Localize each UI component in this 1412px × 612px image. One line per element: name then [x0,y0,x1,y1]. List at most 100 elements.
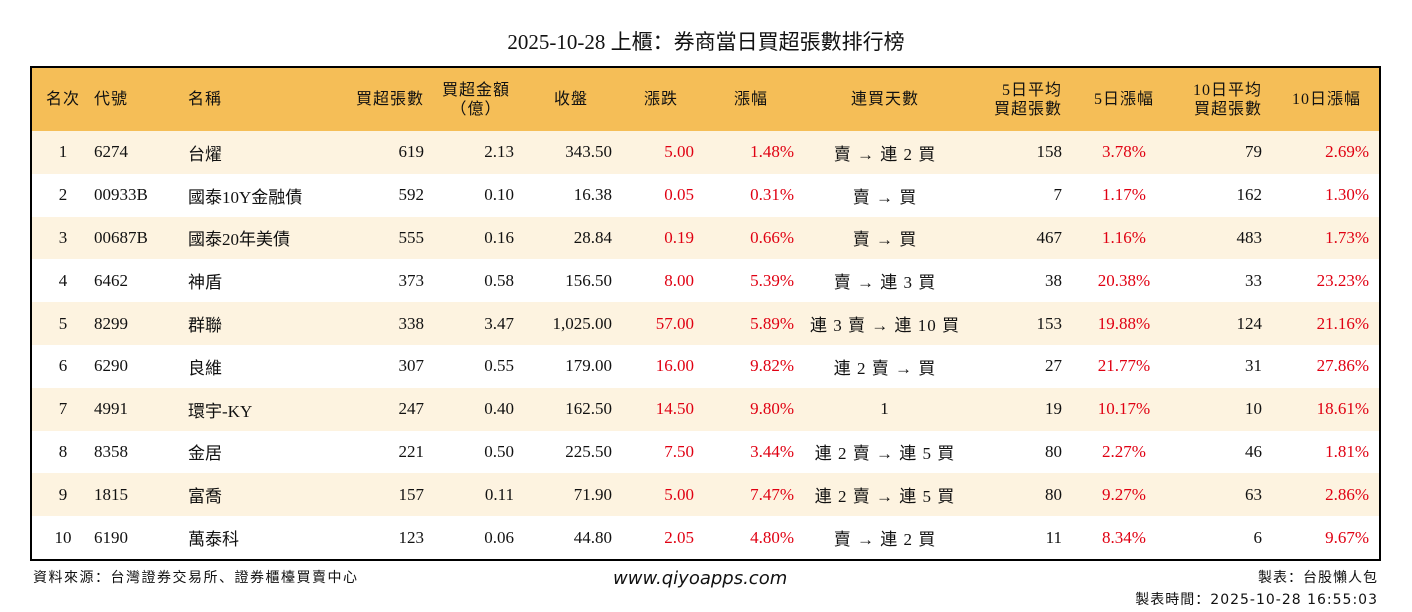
cell-close: 179.00 [565,356,612,376]
cell-code: 1815 [94,484,128,504]
cell-pct5: 3.78% [1102,142,1146,162]
header-avg10: 10日平均 買超張數 [1192,81,1262,118]
cell-avg5: 38 [1045,270,1062,290]
cell-pct10: 9.67% [1325,527,1369,547]
cell-change: 8.00 [664,270,694,290]
cell-code: 4991 [94,399,128,419]
cell-rank: 10 [54,527,72,547]
cell-pct10: 23.23% [1316,270,1369,290]
table-row: 9 1815 富喬 157 0.11 71.90 5.00 7.47% 連 2 賣 → 連 5 … [32,473,1379,517]
cell-code: 6190 [94,527,128,547]
cell-rank: 3 [58,227,68,247]
table-row: 3 00687B 國泰20年美債 555 0.16 28.84 0.19 0.66% 賣 → 買… [32,216,1379,260]
cell-rank: 8 [58,441,68,461]
cell-pct: 5.89% [750,313,794,333]
cell-name: 國泰10Y金融債 [188,187,303,207]
cell-pct: 1.48% [750,142,794,162]
header-amount: 買超金額 （億） [441,81,510,118]
cell-avg5: 467 [1036,227,1063,247]
cell-close: 156.50 [565,270,612,290]
cell-change: 14.50 [655,399,694,419]
cell-avg10: 10 [1245,399,1262,419]
cell-net-buy: 555 [398,227,425,247]
cell-net-buy: 619 [398,142,425,162]
cell-avg5: 27 [1045,356,1062,376]
header-code: 代號 [94,91,129,108]
cell-avg10: 33 [1245,270,1262,290]
cell-name: 富喬 [188,487,222,507]
table-row: 7 4991 環宇-KY 247 0.40 162.50 14.50 9.80% 1 19 10.1… [32,387,1379,431]
cell-avg5: 153 [1036,313,1063,333]
cell-pct: 5.39% [750,270,794,290]
cell-streak: 賣 → 買 [852,187,918,207]
header-avg5: 5日平均 買超張數 [993,81,1062,118]
cell-amount: 2.13 [484,142,514,162]
table-row: 6 6290 良維 307 0.55 179.00 16.00 9.82% 連 2 賣 → 買 2… [32,344,1379,388]
cell-pct5: 1.17% [1102,185,1146,205]
cell-net-buy: 221 [398,441,425,461]
cell-streak: 連 3 賣 → 連 10 買 [810,316,960,336]
header-name: 名稱 [188,91,223,108]
cell-avg5: 80 [1045,484,1062,504]
cell-code: 6290 [94,356,128,376]
cell-avg10: 31 [1245,356,1262,376]
table-row: 1 6274 台燿 619 2.13 343.50 5.00 1.48% 賣 → 連 2 買 15… [32,131,1379,174]
table-row: 2 00933B 國泰10Y金融債 592 0.10 16.38 0.05 0.31% 賣 → … [32,173,1379,217]
cell-amount: 0.11 [484,484,514,504]
cell-amount: 0.16 [484,227,514,247]
cell-close: 28.84 [573,227,612,247]
ranking-table-container: 名次 代號 名稱 買超張數 買超金額 （億） 收盤 漲跌 漲幅 連買天數 5日平均… [30,66,1381,561]
cell-pct5: 21.77% [1097,356,1151,376]
cell-code: 6462 [94,270,128,290]
cell-change: 2.05 [664,527,694,547]
cell-rank: 9 [58,484,68,504]
cell-rank: 6 [58,356,68,376]
cell-code: 00933B [94,185,148,205]
cell-amount: 0.58 [484,270,514,290]
cell-streak: 賣 → 連 2 買 [833,144,937,164]
cell-pct5: 19.88% [1097,313,1151,333]
author: 製表：台股懶人包 [1258,570,1378,586]
cell-amount: 0.06 [484,527,514,547]
website-link[interactable]: www.qiyoapps.com [613,568,788,589]
table-row: 4 6462 神盾 373 0.58 156.50 8.00 5.39% 賣 → 連 3 買 38… [32,259,1379,303]
cell-change: 5.00 [664,484,694,504]
header-pct10: 10日漲幅 [1291,91,1361,108]
cell-streak: 連 2 賣 → 連 5 買 [814,487,956,507]
cell-pct5: 20.38% [1097,270,1151,290]
cell-net-buy: 373 [398,270,425,290]
cell-net-buy: 247 [398,399,425,419]
cell-pct10: 1.30% [1325,185,1369,205]
cell-avg10: 46 [1245,441,1262,461]
cell-avg5: 19 [1045,399,1062,419]
cell-change: 57.00 [655,313,694,333]
ranking-table: 名次 代號 名稱 買超張數 買超金額 （億） 收盤 漲跌 漲幅 連買天數 5日平均… [32,68,1379,559]
cell-change: 5.00 [664,142,694,162]
cell-avg10: 483 [1236,227,1263,247]
cell-net-buy: 307 [398,356,425,376]
cell-amount: 0.55 [484,356,514,376]
footer-credits: 製表：台股懶人包 製表時間：2025-10-28 16:55:03 [1135,567,1378,611]
cell-name: 神盾 [188,273,222,293]
cell-close: 16.38 [573,185,612,205]
cell-rank: 2 [58,185,68,205]
header-pct: 漲幅 [733,91,768,108]
cell-pct5: 2.27% [1102,441,1146,461]
cell-pct5: 10.17% [1097,399,1151,419]
cell-net-buy: 157 [398,484,425,504]
header-pct5: 5日漲幅 [1093,91,1154,108]
cell-pct: 0.31% [750,185,794,205]
cell-change: 7.50 [664,441,694,461]
cell-avg10: 162 [1236,185,1263,205]
cell-amount: 0.10 [484,185,514,205]
header-net-buy: 買超張數 [355,91,424,108]
cell-code: 6274 [94,142,128,162]
cell-streak: 賣 → 連 2 買 [833,530,937,550]
cell-pct: 9.82% [750,356,794,376]
page-title: 2025-10-28 上櫃：券商當日買超張數排行榜 [507,30,905,54]
cell-change: 0.05 [664,185,694,205]
header-streak: 連買天數 [850,91,919,108]
cell-pct5: 8.34% [1102,527,1146,547]
cell-avg5: 80 [1045,441,1062,461]
cell-close: 343.50 [565,142,612,162]
